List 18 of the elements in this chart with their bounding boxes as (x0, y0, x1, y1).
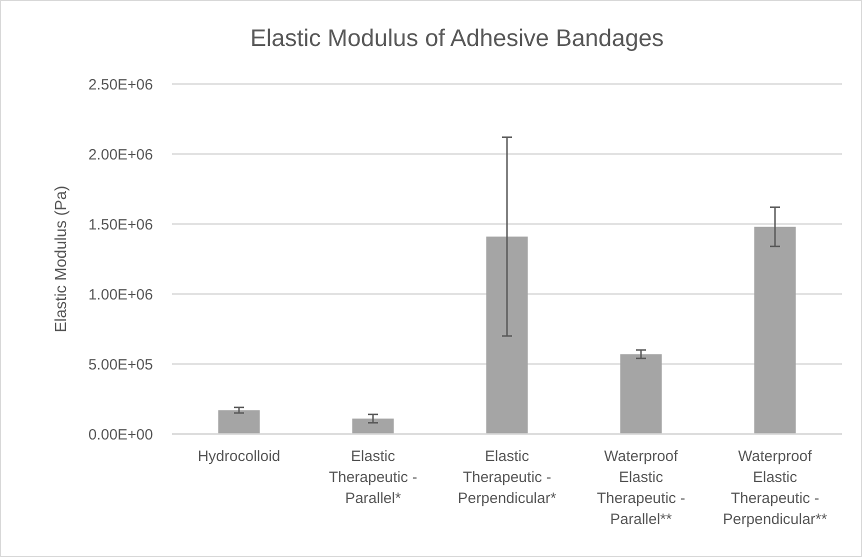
y-tick-label: 5.00E+05 (88, 356, 153, 374)
x-tick-label: Waterproof Elastic Therapeutic - Parallel** (596, 448, 686, 528)
y-axis-title: Elastic Modulus (Pa) (53, 186, 70, 332)
y-tick-label: 2.00E+06 (88, 146, 153, 164)
x-tick-label: Waterproof Elastic Therapeutic - Perpendicular** (722, 448, 828, 528)
bar (754, 226, 796, 434)
chart-title: Elastic Modulus of Adhesive Bandages (250, 25, 664, 52)
y-tick-label: 1.00E+06 (88, 286, 153, 304)
y-tick-label: 2.50E+06 (88, 76, 153, 94)
x-tick-label: Elastic Therapeutic - Perpendicular* (458, 448, 556, 507)
bar (620, 354, 662, 434)
x-tick-label: Elastic Therapeutic - Parallel* (328, 448, 418, 507)
x-tick-label: Hydrocolloid (198, 448, 280, 465)
bar (352, 418, 394, 434)
bar (218, 410, 260, 434)
y-tick-label: 1.50E+06 (88, 216, 153, 234)
y-tick-label: 0.00E+00 (88, 426, 153, 444)
bar (486, 236, 528, 434)
